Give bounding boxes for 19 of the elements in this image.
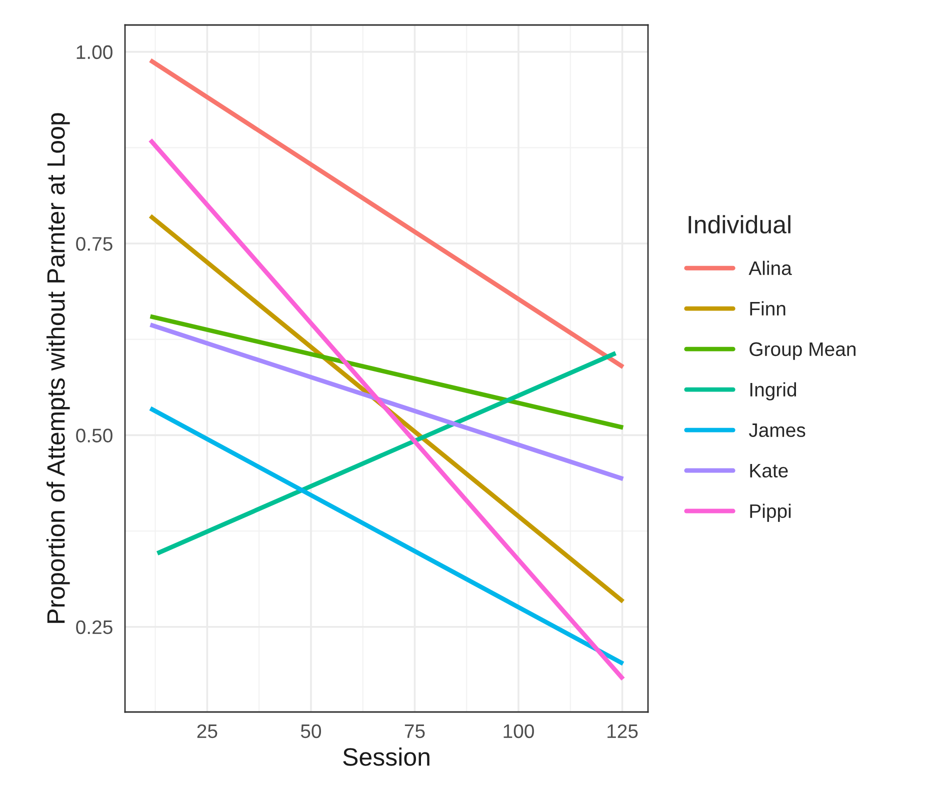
- x-tick-label: 125: [608, 724, 638, 738]
- y-tick-label: 1.00: [76, 45, 112, 60]
- legend-label: Alina: [748, 260, 792, 276]
- legend-label: Kate: [750, 464, 788, 478]
- y-axis-title: Proportion of Attempts without Parnter at Loop: [46, 113, 70, 623]
- y-tick-label: 0.50: [76, 428, 112, 442]
- y-tick-label: 0.75: [76, 236, 112, 251]
- legend-label: Finn: [750, 301, 786, 316]
- x-tick-label: 50: [300, 724, 322, 738]
- legend-label: James: [748, 423, 806, 438]
- legend-title: Individual: [688, 215, 790, 234]
- y-tick-label: 0.25: [76, 620, 112, 634]
- legend-label: Group Mean: [750, 342, 856, 360]
- x-tick-label: 25: [197, 724, 218, 738]
- x-tick-label: 75: [404, 724, 425, 738]
- x-axis-title: Session: [343, 747, 430, 766]
- x-tick-label: 100: [504, 724, 534, 738]
- legend-label: Pippi: [750, 504, 791, 522]
- legend-label: Ingrid: [750, 382, 796, 400]
